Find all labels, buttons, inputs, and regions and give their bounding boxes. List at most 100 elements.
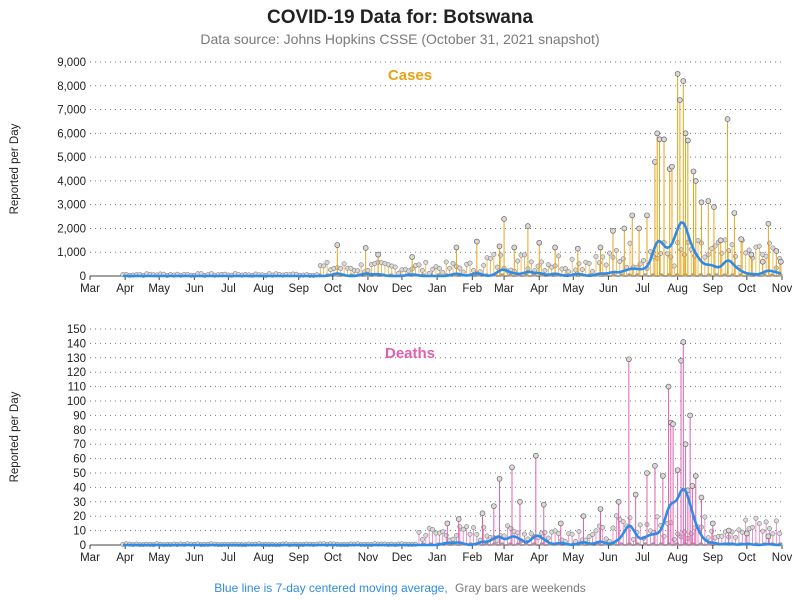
deaths-daily-point <box>763 519 769 525</box>
cases-daily-point <box>430 266 436 272</box>
cases-xtick-label: Feb <box>462 283 482 295</box>
cases-daily-point <box>770 245 776 251</box>
deaths-daily-point <box>430 527 436 533</box>
cases-daily-point <box>491 251 497 257</box>
cases-daily-point <box>590 269 596 275</box>
cases-point <box>705 198 712 204</box>
deaths-daily-point <box>773 518 779 524</box>
cases-moving-average-line <box>122 221 782 278</box>
cases-xtick-label: Sep <box>289 283 309 295</box>
cases-daily-point <box>729 242 735 248</box>
cases-point <box>644 212 650 219</box>
cases-daily-point <box>419 267 425 273</box>
deaths-daily-point <box>760 528 766 534</box>
cases-xtick-label: Apr <box>116 283 134 295</box>
cases-point <box>496 243 503 250</box>
cases-xtick-label: Jul <box>635 283 650 295</box>
deaths-point <box>540 501 547 508</box>
deaths-daily-point <box>569 531 575 537</box>
deaths-xtick-label: Aug <box>667 552 687 564</box>
deaths-ytick-label: 150 <box>67 324 86 336</box>
deaths-point <box>682 441 689 448</box>
deaths-series-label: Deaths <box>385 345 435 362</box>
deaths-daily-point <box>464 524 470 530</box>
cases-ytick-label: 3,000 <box>57 200 86 212</box>
deaths-daily-point <box>767 526 772 532</box>
deaths-xtick-label: Aug <box>253 552 273 564</box>
cases-point <box>501 216 507 222</box>
cases-point <box>453 244 460 251</box>
deaths-xtick-label: Sep <box>703 552 723 564</box>
cases-daily-point <box>542 267 548 273</box>
chart-subtitle: Data source: Johns Hopkins CSSE (October… <box>200 31 599 47</box>
deaths-panel: 0 10 20 30 40 50 60 70 80 90 100 110 120 130 140 150 Mar… <box>9 324 792 564</box>
cases-ytick-label: 4,000 <box>57 176 86 188</box>
cases-xtick-label: Aug <box>667 283 687 295</box>
deaths-daily-point <box>423 532 429 538</box>
cases-daily-point <box>641 258 647 263</box>
deaths-ytick-label: 130 <box>67 353 86 365</box>
deaths-ytick-label: 90 <box>73 410 86 422</box>
deaths-daily-point <box>440 529 446 535</box>
deaths-ytick-label: 10 <box>73 526 86 538</box>
cases-point <box>636 225 642 232</box>
cases-xtick-label: May <box>562 283 584 295</box>
deaths-point <box>509 464 515 471</box>
deaths-point <box>632 491 639 498</box>
footnote-blue-text: Blue line is 7-day centered moving avera… <box>214 581 447 595</box>
deaths-moving-average-line <box>122 487 781 547</box>
deaths-ytick-label: 110 <box>68 382 86 394</box>
deaths-ytick-label: 60 <box>73 454 86 466</box>
cases-point <box>610 228 616 234</box>
deaths-daily-point <box>552 528 558 534</box>
deaths-daily-point <box>545 535 551 541</box>
deaths-xtick-label: May <box>562 552 584 564</box>
deaths-xtick-label: Jun <box>185 552 204 564</box>
deaths-point <box>660 473 666 479</box>
cases-point <box>474 238 480 245</box>
deaths-point <box>455 516 462 522</box>
cases-daily-point <box>746 247 752 253</box>
deaths-daily-point <box>637 522 643 528</box>
cases-daily-point <box>539 259 544 265</box>
cases-daily-point <box>447 265 453 271</box>
cases-point <box>724 116 731 122</box>
cases-daily-point <box>562 265 568 271</box>
cases-point <box>717 237 724 244</box>
deaths-daily-point <box>630 536 636 542</box>
cases-point <box>575 245 581 252</box>
deaths-daily-point <box>756 521 762 527</box>
cases-daily-point <box>627 240 633 246</box>
deaths-xtick-label: Oct <box>324 552 343 564</box>
deaths-daily-point <box>593 528 599 534</box>
deaths-ytick-label: 120 <box>67 367 86 379</box>
cases-xtick-label: Jul <box>221 283 236 295</box>
cases-daily-point <box>702 254 708 260</box>
deaths-point <box>644 470 650 476</box>
deaths-xtick-label: Jan <box>428 552 447 564</box>
cases-point <box>738 236 744 242</box>
deaths-point <box>479 510 486 517</box>
deaths-daily-point <box>556 531 561 537</box>
cases-xtick-label: May <box>148 283 170 295</box>
cases-xtick-label: Mar <box>494 283 514 295</box>
cases-xtick-label: Aug <box>253 283 273 295</box>
deaths-daily-point <box>702 514 708 520</box>
deaths-daily-point <box>736 527 742 533</box>
cases-point <box>525 223 531 229</box>
cases-daily-point <box>341 261 347 267</box>
cases-xtick-label: Jun <box>599 283 618 295</box>
cases-point <box>698 199 705 206</box>
cases-point <box>773 248 780 254</box>
deaths-daily-point <box>600 524 606 530</box>
deaths-daily-point <box>750 524 755 530</box>
deaths-daily-point <box>613 513 619 519</box>
deaths-point <box>652 462 658 469</box>
deaths-daily-point <box>610 525 616 531</box>
cases-xtick-label: Apr <box>530 283 548 295</box>
deaths-ytick-label: 50 <box>73 468 86 480</box>
cases-daily-point <box>603 262 609 268</box>
cases-daily-point <box>416 262 422 268</box>
cases-daily-point <box>338 265 344 271</box>
cases-daily-point <box>664 251 670 257</box>
